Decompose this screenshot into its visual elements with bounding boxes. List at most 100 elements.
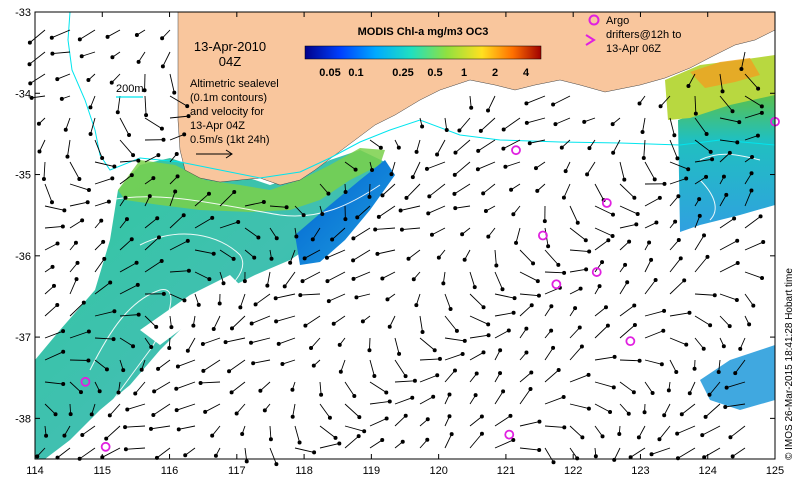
- velocity-arrow: [406, 183, 421, 199]
- velocity-arrow: [689, 381, 696, 394]
- velocity-arrow-head: [343, 190, 348, 195]
- velocity-arrow-head: [584, 267, 589, 272]
- velocity-arrow: [312, 227, 321, 240]
- velocity-arrow: [202, 337, 221, 345]
- velocity-arrow: [594, 239, 609, 251]
- velocity-arrow: [519, 271, 539, 282]
- velocity-arrow-head: [372, 374, 377, 379]
- velocity-arrow-head: [647, 240, 652, 245]
- velocity-arrow-head: [312, 450, 317, 455]
- velocity-arrow-head: [200, 341, 205, 346]
- velocity-arrow-head: [759, 104, 764, 109]
- velocity-arrow-head: [100, 155, 105, 160]
- velocity-arrow: [744, 173, 752, 185]
- velocity-arrow-head: [175, 364, 180, 369]
- velocity-arrow-head: [682, 278, 687, 283]
- velocity-arrow-head: [399, 227, 404, 232]
- velocity-arrow-head: [640, 129, 645, 134]
- velocity-arrow-head: [376, 214, 381, 219]
- velocity-arrow: [382, 271, 396, 279]
- velocity-arrow: [169, 73, 175, 93]
- velocity-arrow: [69, 219, 83, 229]
- x-tick-label: 124: [699, 465, 717, 477]
- velocity-arrow: [169, 191, 176, 207]
- velocity-arrow: [444, 315, 458, 332]
- velocity-arrow-head: [411, 277, 416, 282]
- velocity-arrow: [144, 154, 159, 163]
- velocity-arrow-head: [536, 293, 541, 298]
- velocity-arrow-head: [380, 193, 385, 198]
- velocity-arrow-head: [750, 155, 755, 160]
- velocity-arrow: [29, 29, 46, 43]
- velocity-arrow: [94, 258, 105, 273]
- velocity-arrow-head: [311, 363, 316, 368]
- velocity-arrow-head: [727, 324, 732, 329]
- velocity-arrow-head: [632, 303, 637, 308]
- velocity-arrow-head: [37, 149, 42, 154]
- velocity-arrow-head: [86, 78, 91, 83]
- colorbar-tick-label: 0.05: [319, 67, 340, 79]
- velocity-arrow: [253, 359, 271, 364]
- velocity-arrow-head: [182, 298, 187, 303]
- velocity-arrow: [569, 327, 581, 339]
- velocity-arrow-head: [703, 414, 708, 419]
- velocity-arrow: [294, 425, 301, 443]
- velocity-arrow: [740, 51, 746, 70]
- velocity-arrow-head: [617, 432, 622, 437]
- velocity-arrow-head: [761, 240, 766, 245]
- velocity-arrow: [719, 240, 738, 251]
- velocity-arrow-head: [244, 459, 249, 464]
- velocity-arrow: [681, 403, 696, 415]
- velocity-arrow-head: [404, 195, 409, 200]
- velocity-arrow-head: [628, 455, 633, 460]
- velocity-arrow: [51, 29, 71, 39]
- velocity-arrow: [169, 95, 188, 107]
- velocity-arrow-head: [351, 236, 356, 241]
- velocity-arrow: [344, 161, 356, 170]
- velocity-arrow-head: [151, 176, 156, 181]
- velocity-arrow: [162, 51, 171, 67]
- velocity-arrow: [344, 425, 365, 432]
- velocity-arrow-head: [353, 167, 358, 172]
- velocity-arrow-head: [123, 447, 128, 452]
- velocity-arrow-head: [758, 214, 763, 219]
- velocity-arrow-head: [29, 95, 34, 100]
- velocity-arrow: [694, 235, 705, 251]
- velocity-arrow-head: [653, 278, 658, 283]
- velocity-arrow-head: [585, 172, 590, 177]
- velocity-arrow: [292, 403, 296, 417]
- velocity-arrow-head: [627, 239, 632, 244]
- velocity-arrow-head: [735, 261, 740, 266]
- velocity-arrow-head: [169, 325, 174, 330]
- svg-text:(0.1m contours): (0.1m contours): [190, 92, 267, 104]
- velocity-arrow-head: [452, 368, 457, 373]
- velocity-arrow-head: [167, 345, 172, 350]
- chl-west-patch: [35, 150, 385, 459]
- svg-text:Argo: Argo: [606, 15, 629, 27]
- velocity-arrow: [644, 330, 664, 339]
- velocity-arrow-head: [721, 344, 726, 349]
- velocity-arrow-head: [708, 149, 713, 154]
- velocity-arrow-head: [634, 222, 639, 227]
- velocity-arrow-head: [460, 351, 465, 356]
- velocity-arrow-head: [352, 393, 357, 398]
- velocity-arrow: [176, 403, 196, 411]
- velocity-arrow-head: [494, 263, 499, 268]
- velocity-arrow-head: [175, 174, 180, 179]
- velocity-arrow-head: [35, 454, 40, 459]
- velocity-arrow-head: [501, 146, 506, 151]
- colorbar-title: MODIS Chl-a mg/m3 OC3: [358, 26, 489, 38]
- velocity-arrow: [194, 217, 213, 229]
- velocity-arrow: [119, 160, 139, 163]
- velocity-arrow-head: [227, 369, 232, 374]
- velocity-arrow: [544, 271, 565, 274]
- velocity-arrow-head: [431, 394, 436, 399]
- velocity-arrow-head: [80, 432, 85, 437]
- velocity-arrow-head: [161, 137, 166, 142]
- velocity-arrow-head: [149, 345, 154, 350]
- velocity-arrow: [228, 359, 246, 372]
- velocity-arrow-head: [273, 296, 278, 301]
- velocity-arrow: [669, 337, 687, 346]
- velocity-arrow-head: [387, 399, 392, 404]
- x-tick-label: 117: [228, 465, 246, 477]
